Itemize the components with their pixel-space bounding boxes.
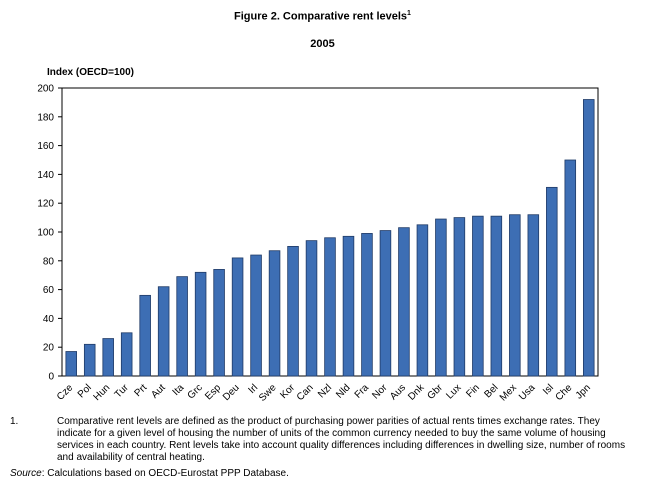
y-tick-label: 80 (43, 256, 55, 267)
y-tick-label: 20 (43, 343, 55, 354)
x-tick-label: Fin (464, 382, 482, 400)
x-tick-label: Mex (498, 382, 519, 403)
x-tick-label: Grc (186, 382, 205, 401)
bar-mex (509, 214, 521, 377)
bar-nld (342, 235, 355, 377)
y-tick-label: 180 (37, 112, 54, 123)
bar-fra (361, 233, 373, 377)
bar-dnk (416, 224, 429, 377)
y-tick-label: 100 (37, 228, 54, 239)
x-tick-label: Prt (132, 382, 149, 399)
x-tick-label: Gbr (425, 382, 445, 402)
x-tick-label: Can (295, 382, 316, 403)
bar-nzl (324, 237, 336, 377)
x-tick-label: Aut (149, 382, 168, 401)
bar-gbr (435, 218, 447, 377)
bar-aus (398, 227, 410, 377)
y-tick-label: 60 (43, 285, 55, 296)
bar-ita (176, 276, 188, 377)
chart-title-text: Figure 2. Comparative rent levels (234, 10, 408, 23)
title-footnote-marker: 1 (407, 10, 411, 17)
x-tick-label: Usa (517, 382, 538, 403)
bar-fin (472, 215, 484, 377)
x-tick-label: Hun (92, 382, 113, 403)
source-text: : Calculations based on OECD-Eurostat PP… (41, 468, 289, 479)
bar-usa (527, 214, 540, 377)
bar-chart: Index (OECD=100) 0 20 40 60 80 100 120 140 160 180… (37, 67, 599, 404)
x-tick-label: Cze (55, 382, 76, 403)
x-tick-label: Tur (113, 382, 132, 401)
bar-deu (231, 257, 244, 377)
bar-jpn (582, 99, 595, 377)
bar-cze (65, 351, 78, 377)
footnote-text: Comparative rent levels are defined as t… (57, 416, 626, 463)
x-tick-label: Nor (370, 382, 390, 402)
source-note: Source: Calculations based on OECD-Euros… (10, 468, 289, 479)
x-tick-label: Nzl (316, 382, 334, 400)
bar-nor (379, 230, 392, 377)
bar-aut (157, 286, 170, 377)
bar-tur (120, 332, 133, 377)
bar-prt (139, 294, 151, 377)
bar-isl (546, 186, 558, 377)
source-label: Source (10, 468, 42, 479)
x-tick-label: Bel (482, 382, 500, 400)
bar-pol (83, 343, 96, 377)
x-tick-label: Pol (76, 382, 94, 400)
x-tick-label: Lux (444, 382, 463, 401)
bar-can (305, 240, 318, 377)
chart-subtitle: 2005 (310, 38, 335, 50)
bar-esp (213, 269, 225, 377)
x-tick-label: Kor (278, 382, 297, 401)
bar-che (564, 159, 577, 377)
x-tick-label: Deu (221, 382, 242, 403)
y-tick-label: 160 (37, 141, 54, 152)
chart-title: Figure 2. Comparative rent levels1 (0, 10, 645, 23)
x-tick-label: Dnk (406, 382, 427, 403)
x-tick-label: Fra (353, 382, 372, 401)
x-tick-label: Ita (171, 382, 187, 398)
bar-kor (287, 245, 299, 377)
y-tick-label: 200 (37, 84, 54, 95)
x-tick-label: Esp (203, 382, 223, 402)
x-tick-label: Swe (257, 382, 279, 404)
y-tick-label: 140 (37, 170, 54, 181)
y-tick-label: 0 (48, 372, 54, 383)
bar-hun (102, 338, 114, 377)
bar-swe (268, 250, 281, 377)
y-tick-label: 40 (43, 314, 55, 325)
y-axis-label: Index (OECD=100) (47, 67, 134, 78)
footnote-number: 1. (10, 416, 19, 427)
y-tick-label: 120 (37, 199, 54, 210)
bar-bel (490, 215, 503, 377)
x-tick-label: Jpn (574, 382, 593, 401)
footnote: 1. Comparative rent levels are defined a… (10, 416, 635, 464)
x-tick-label: Nld (334, 382, 352, 400)
x-tick-label: Aus (388, 382, 408, 402)
x-tick-label: Che (554, 382, 575, 403)
bar-irl (250, 254, 262, 377)
bar-lux (453, 217, 466, 377)
bar-grc (194, 271, 207, 377)
